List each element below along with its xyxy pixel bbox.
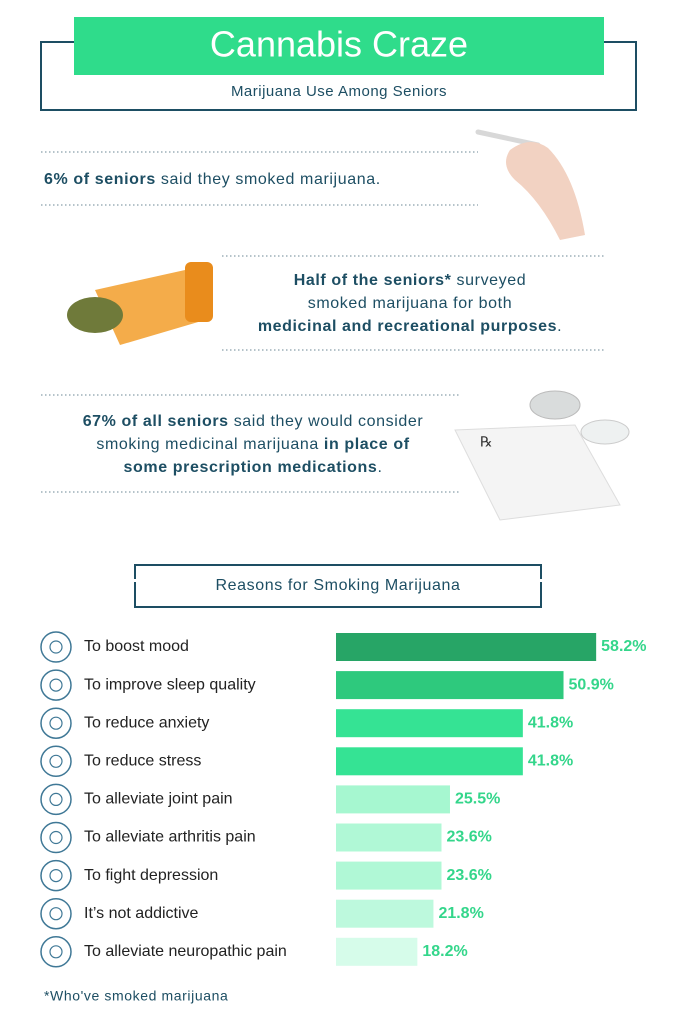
fact-text: said they would consider (229, 413, 424, 430)
reason-icon (40, 745, 72, 778)
bar (336, 861, 442, 890)
value-label: 25.5% (455, 791, 500, 808)
value-label: 58.2% (601, 638, 646, 655)
fact-text: . (557, 318, 562, 335)
fact-text: Half of the seniors* (294, 272, 452, 289)
chart-title: Reasons for Smoking Marijuana (215, 577, 460, 594)
fact-text: 6% of seniors (44, 171, 156, 188)
value-label: 50.9% (569, 676, 614, 693)
reason-icon-inner (49, 716, 63, 730)
fact-line: Half of the seniors* surveyed (294, 272, 527, 289)
bar (336, 671, 564, 700)
bar (336, 633, 597, 661)
reason-icon (40, 783, 72, 816)
bar (336, 747, 523, 776)
reason-icon (40, 707, 72, 739)
rx-symbol: ℞ (480, 434, 493, 450)
category-label: To alleviate neuropathic pain (84, 943, 287, 960)
reason-icon (40, 936, 72, 968)
bar (336, 785, 450, 814)
bar (336, 899, 434, 928)
chart-title-frame (134, 564, 542, 608)
category-label: To improve sleep quality (84, 676, 256, 693)
fact-line: smoking medicinal marijuana in place of (96, 436, 409, 453)
fact-text: medicinal and recreational purposes (258, 318, 557, 335)
header-frame (40, 41, 637, 111)
fact-text: . (377, 459, 382, 476)
fact-text: smoking medicinal marijuana (96, 436, 324, 453)
prescription-illustration: ℞ (454, 390, 630, 521)
title-banner (74, 17, 604, 75)
fact-line: 6% of seniors said they smoked marijuana… (44, 171, 381, 188)
reason-icon-inner (49, 678, 63, 692)
fact-text: said they smoked marijuana. (156, 171, 381, 188)
value-label: 41.8% (528, 714, 573, 731)
category-label: It’s not addictive (84, 905, 199, 922)
hand-illustration (475, 129, 585, 240)
reason-icon (40, 821, 72, 854)
fact-text: smoked marijuana for both (308, 295, 512, 312)
reason-icon-inner (49, 830, 63, 845)
pill-bottle-illustration (67, 262, 213, 345)
category-label: To alleviate arthritis pain (84, 829, 256, 846)
reason-icon-inner (49, 792, 63, 807)
fact-line: medicinal and recreational purposes. (258, 318, 562, 335)
fact-line: 67% of all seniors said they would consi… (83, 413, 424, 430)
reason-icon (40, 669, 72, 701)
title: Cannabis Craze (210, 24, 468, 65)
category-label: To fight depression (84, 867, 218, 884)
reason-icon-inner (49, 640, 63, 654)
footnote: *Who've smoked marijuana (44, 988, 228, 1004)
subtitle: Marijuana Use Among Seniors (231, 83, 447, 100)
category-label: To boost mood (84, 638, 189, 655)
value-label: 18.2% (422, 943, 467, 960)
fact-line: smoked marijuana for both (308, 295, 512, 312)
reason-icon (40, 897, 72, 930)
reason-icon-inner (49, 907, 63, 921)
reason-icon (40, 631, 72, 663)
category-label: To reduce stress (84, 753, 201, 770)
fact-line: some prescription medications. (124, 459, 383, 476)
fact-text: some prescription medications (124, 459, 378, 476)
value-label: 23.6% (446, 867, 491, 884)
reason-icon-inner (49, 945, 63, 959)
bar (336, 709, 523, 738)
value-label: 41.8% (528, 753, 573, 770)
fact-text: in place of (324, 436, 410, 453)
value-label: 23.6% (446, 829, 491, 846)
category-label: To alleviate joint pain (84, 791, 233, 808)
fact-text: surveyed (452, 272, 527, 289)
category-label: To reduce anxiety (84, 714, 209, 731)
fact-text: 67% of all seniors (83, 413, 229, 430)
bar (336, 823, 442, 852)
reason-icon-inner (49, 868, 63, 883)
reason-icon (40, 859, 72, 892)
reason-icon-inner (49, 754, 63, 768)
bar (336, 937, 418, 966)
value-label: 21.8% (438, 905, 483, 922)
